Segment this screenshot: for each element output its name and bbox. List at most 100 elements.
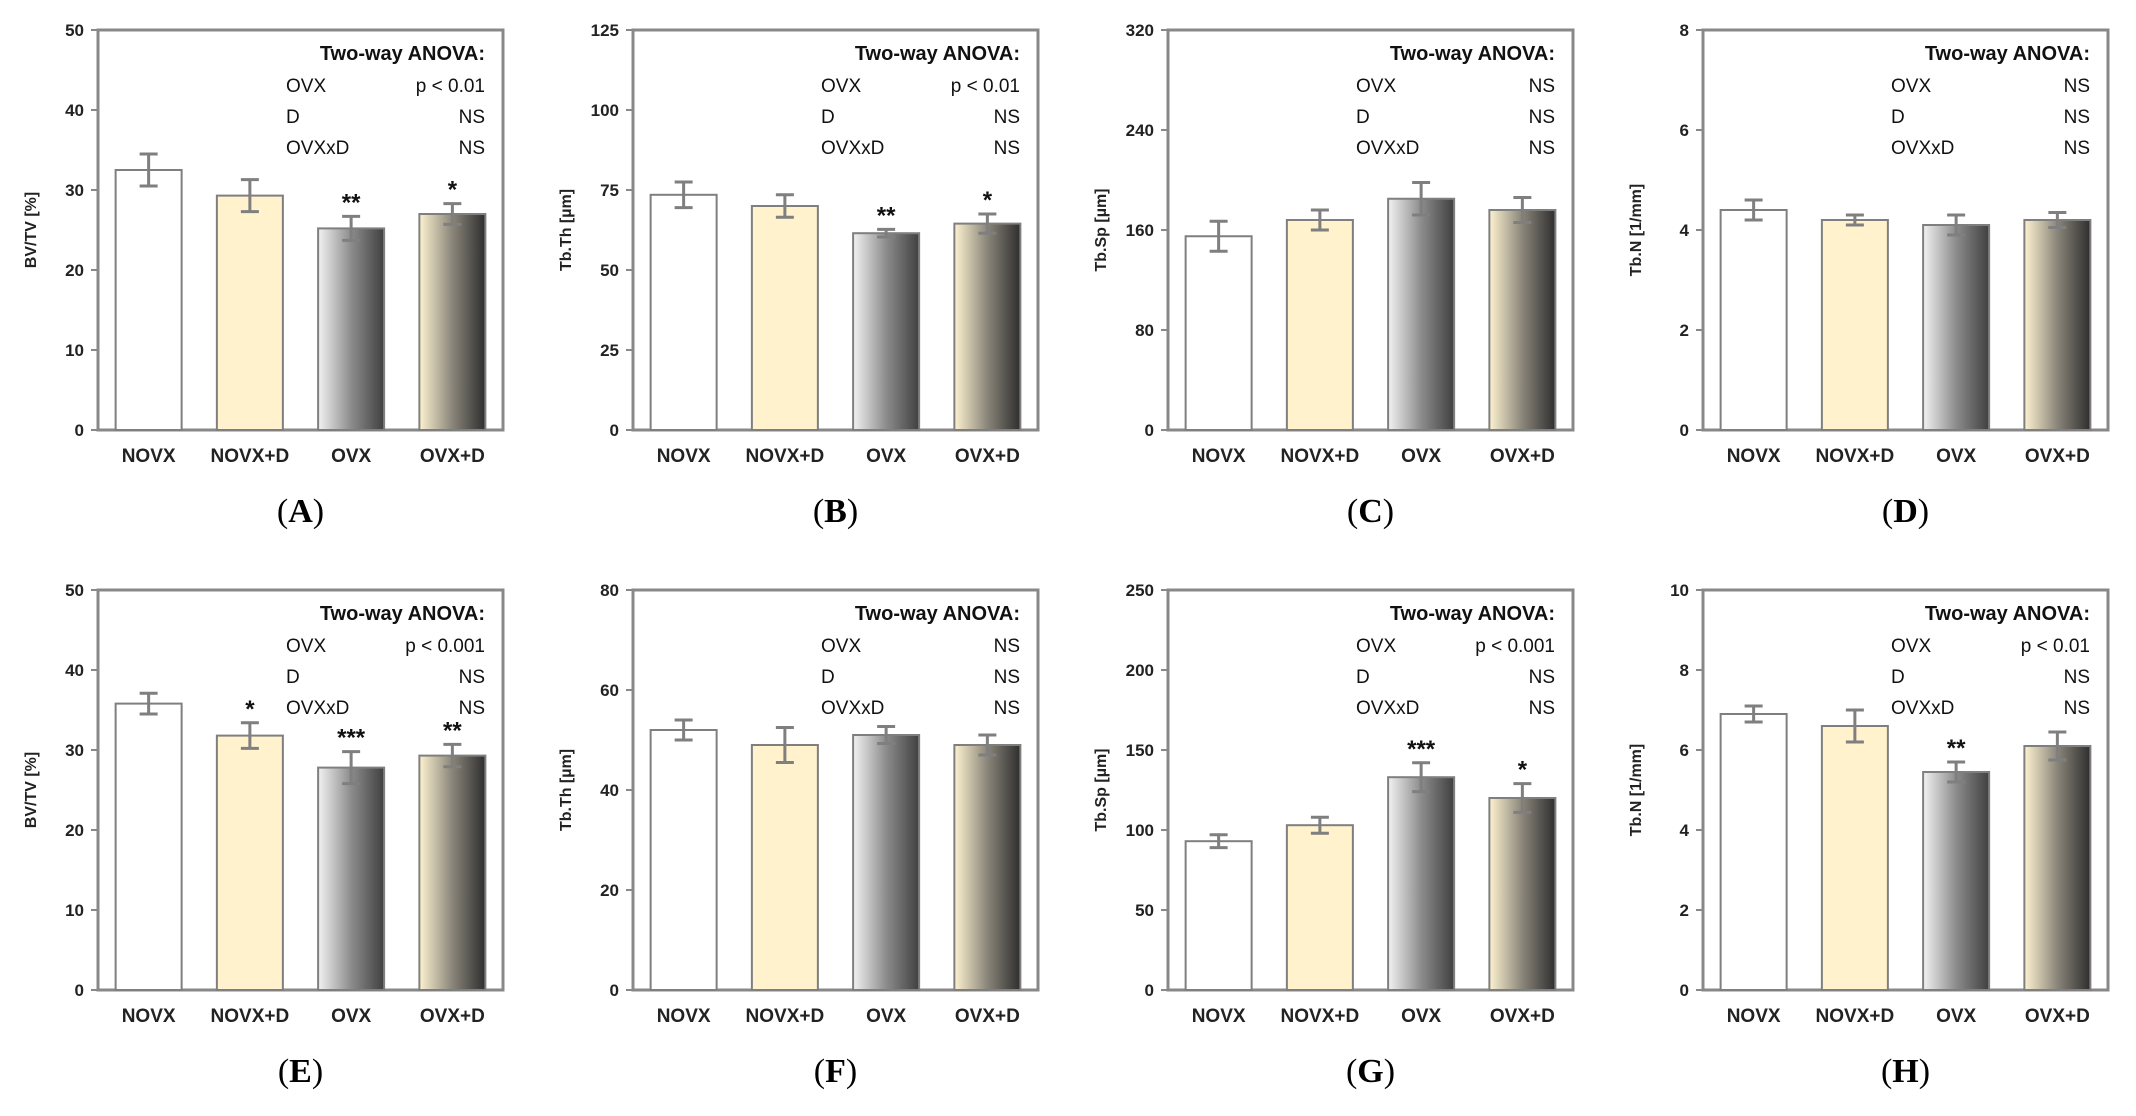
anova-factor: D	[1891, 667, 1905, 688]
category-label: NOVX	[1192, 1006, 1246, 1027]
y-tick-label: 20	[600, 881, 619, 900]
error-bar	[1412, 181, 1431, 217]
significance-marker: ***	[337, 725, 366, 752]
anova-factor: OVX	[1356, 636, 1396, 657]
anova-factor: D	[286, 107, 300, 128]
anova-pvalue: NS	[994, 107, 1020, 128]
category-label: OVX+D	[420, 446, 485, 467]
anova-pvalue: NS	[2064, 698, 2090, 719]
y-tick-label: 20	[65, 261, 84, 280]
bar-novx	[1719, 209, 1788, 431]
error-bar	[139, 691, 158, 716]
y-axis-label: Tb.Th [µm]	[558, 749, 575, 831]
y-tick-label: 50	[65, 21, 84, 40]
bar-ovx-plus-d	[1488, 797, 1557, 991]
category-label: NOVX+D	[1816, 1006, 1895, 1027]
y-tick-label: 0	[610, 421, 619, 440]
error-bar	[877, 725, 896, 745]
bar-ovx	[317, 227, 386, 431]
bar-novx-plus-d	[215, 734, 284, 991]
anova-pvalue: NS	[994, 667, 1020, 688]
plot-frame	[1166, 588, 1575, 992]
bar-novx-plus-d	[1820, 219, 1889, 431]
y-tick-label: 80	[600, 581, 619, 600]
y-tick-label: 200	[1126, 661, 1154, 680]
anova-factor: OVX	[821, 636, 861, 657]
y-tick-label: 0	[610, 981, 619, 1000]
category-label: OVX+D	[1490, 1006, 1555, 1027]
error-bar	[1744, 198, 1763, 222]
plot-frame	[96, 28, 505, 432]
y-tick-label: 30	[65, 741, 84, 760]
panel-label: (B)	[813, 493, 858, 530]
anova-title: Two-way ANOVA:	[1925, 43, 2090, 65]
y-tick-label: 6	[1680, 121, 1689, 140]
panel-label: (G)	[1346, 1053, 1395, 1090]
anova-pvalue: p < 0.001	[405, 636, 485, 657]
error-bar	[1412, 761, 1431, 794]
bar-ovx	[852, 734, 921, 991]
significance-marker: **	[443, 717, 462, 744]
significance-marker: *	[983, 187, 993, 214]
anova-factor: D	[1891, 107, 1905, 128]
error-bar	[1310, 815, 1329, 835]
y-tick-label: 6	[1680, 741, 1689, 760]
y-tick-label: 2	[1680, 901, 1689, 920]
error-bar	[2048, 211, 2067, 229]
y-tick-label: 100	[591, 101, 619, 120]
anova-factor: OVX	[1356, 76, 1396, 97]
y-tick-label: 50	[1135, 901, 1154, 920]
bar-ovx-plus-d	[418, 754, 487, 991]
anova-factor: OVXxD	[821, 138, 884, 159]
error-bar	[877, 227, 896, 239]
anova-factor: OVXxD	[1891, 698, 1954, 719]
y-tick-label: 4	[1680, 221, 1690, 240]
anova-factor: OVXxD	[286, 138, 349, 159]
error-bar	[240, 178, 259, 214]
bar-ovx	[317, 766, 386, 991]
anova-title: Two-way ANOVA:	[855, 603, 1020, 625]
anova-annotation: Two-way ANOVA: OVX p < 0.001 D NS OVXxD NS	[1356, 603, 1555, 719]
panel-label: (E)	[278, 1053, 323, 1090]
bar-ovx-plus-d	[2023, 219, 2092, 431]
anova-pvalue: NS	[459, 667, 485, 688]
anova-annotation: Two-way ANOVA: OVX NS D NS OVXxD NS	[1356, 43, 1555, 159]
y-tick-label: 0	[1145, 981, 1154, 1000]
category-label: OVX	[866, 446, 906, 467]
y-tick-label: 8	[1680, 661, 1689, 680]
anova-pvalue: NS	[459, 698, 485, 719]
anova-factor: OVXxD	[1356, 138, 1419, 159]
y-tick-label: 320	[1126, 21, 1154, 40]
bar-ovx-plus-d	[1488, 209, 1557, 431]
anova-pvalue: NS	[2064, 107, 2090, 128]
y-axis-label: BV/TV [%]	[23, 192, 40, 268]
anova-pvalue: p < 0.01	[951, 76, 1020, 97]
bar-novx-plus-d	[1285, 219, 1354, 431]
chart-panel-f: 0 20 40 60 80 Tb.Th [µm] NOVX NOVX+D OVX OVX+D Two…	[558, 581, 1040, 1090]
error-bar	[240, 721, 259, 750]
y-axis-label: Tb.Sp [µm]	[1093, 189, 1110, 272]
y-tick-label: 0	[75, 981, 84, 1000]
anova-pvalue: NS	[1529, 138, 1555, 159]
anova-title: Two-way ANOVA:	[1390, 603, 1555, 625]
category-label: NOVX+D	[1816, 446, 1895, 467]
bar-ovx	[1387, 776, 1456, 991]
panel-label: (C)	[1347, 493, 1394, 530]
category-label: OVX	[866, 1006, 906, 1027]
y-tick-label: 0	[75, 421, 84, 440]
y-tick-label: 8	[1680, 21, 1689, 40]
error-bar	[1209, 833, 1228, 850]
category-label: NOVX+D	[211, 446, 290, 467]
y-tick-label: 160	[1126, 221, 1154, 240]
category-label: OVX	[1936, 446, 1976, 467]
error-bar	[1513, 782, 1532, 814]
y-tick-label: 80	[1135, 321, 1154, 340]
anova-title: Two-way ANOVA:	[1390, 43, 1555, 65]
anova-pvalue: NS	[2064, 138, 2090, 159]
bar-novx-plus-d	[1285, 824, 1354, 991]
anova-pvalue: p < 0.001	[1475, 636, 1555, 657]
error-bar	[139, 152, 158, 188]
error-bar	[1947, 213, 1966, 237]
bar-ovx-plus-d	[953, 222, 1022, 431]
